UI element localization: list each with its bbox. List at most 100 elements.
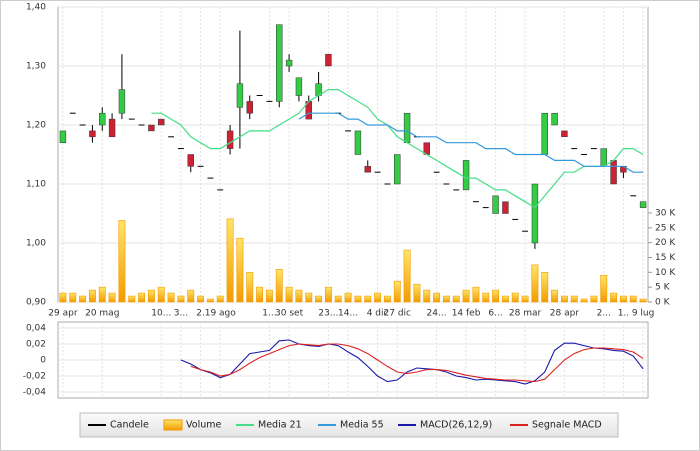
x-tick-label: 28 mar <box>509 309 542 319</box>
candle-body <box>236 83 244 108</box>
candle-body <box>472 201 479 203</box>
candle-body <box>453 189 460 191</box>
candle-body <box>226 130 234 149</box>
volume-bar <box>452 295 460 303</box>
legend-swatch <box>163 419 183 431</box>
candle-body <box>99 112 106 126</box>
volume-bar <box>69 292 77 303</box>
candle-body <box>168 136 175 138</box>
volume-bar <box>157 286 165 303</box>
candle-body <box>630 195 637 197</box>
candle-body <box>512 218 519 220</box>
candle-body <box>354 130 362 155</box>
volume-bar <box>482 292 490 303</box>
candle-body <box>364 166 371 173</box>
indicator-line <box>180 339 644 385</box>
candle-body <box>571 148 578 150</box>
volume-bar <box>374 292 382 303</box>
volume-bar <box>246 272 254 303</box>
moving-average-line <box>298 112 644 173</box>
x-tick-label: 28 apr <box>550 309 580 319</box>
volume-bar <box>138 292 146 303</box>
y2-tick-label: 10 K <box>655 268 676 278</box>
candle-body <box>285 59 293 67</box>
candle-body <box>89 130 96 138</box>
x-tick-label: 2. <box>196 309 205 319</box>
candle-body <box>600 148 607 167</box>
volume-bar <box>610 292 618 303</box>
y-tick-label: 1,00 <box>26 239 46 249</box>
legend-label: Segnale MACD <box>532 420 602 431</box>
legend-label: Media 21 <box>258 420 302 431</box>
y-tick-label: 1,20 <box>26 121 46 131</box>
x-tick-label: 19 ago <box>205 309 237 319</box>
candle-body <box>551 112 558 126</box>
x-tick-label: 23... <box>318 309 338 319</box>
candle-body <box>118 89 126 114</box>
x-tick-label: 30 set <box>275 309 304 319</box>
volume-bar <box>226 218 234 303</box>
volume-bar <box>511 292 519 303</box>
candle-body <box>443 183 450 185</box>
volume-bar <box>619 295 627 303</box>
volume-bar <box>472 286 480 303</box>
volume-bar <box>590 295 598 303</box>
candle-body <box>384 183 391 185</box>
legend-label: Media 55 <box>340 420 384 431</box>
legend-label: MACD(26,12,9) <box>420 420 492 431</box>
candle-body <box>502 201 509 214</box>
candle-body <box>266 100 273 102</box>
volume-bar <box>197 295 205 303</box>
x-tick-label: 2... <box>597 309 611 319</box>
volume-bar <box>580 298 588 303</box>
y-tick-label: -0,04 <box>23 388 47 398</box>
legend-label: Volume <box>186 420 221 431</box>
candle-body <box>177 148 184 150</box>
volume-bar <box>492 289 500 303</box>
volume-bar <box>334 295 342 303</box>
volume-bar <box>315 295 323 303</box>
volume-bar <box>462 289 470 303</box>
y-tick-label: -0,02 <box>23 372 46 382</box>
volume-bar <box>442 295 450 303</box>
volume-bar <box>187 289 195 303</box>
x-tick-label: 14 feb <box>452 309 481 319</box>
x-tick-label: 24... <box>427 309 447 319</box>
candle-body <box>610 160 617 185</box>
candle-body <box>482 207 489 209</box>
candle-body <box>462 160 470 191</box>
x-tick-label: 6... <box>488 309 502 319</box>
candle-body <box>128 118 135 120</box>
x-tick-label: 20 mag <box>85 309 119 319</box>
x-tick-label: 10... <box>151 309 171 319</box>
volume-bar <box>413 283 421 303</box>
candle-body <box>541 112 548 155</box>
volume-bar <box>118 220 126 303</box>
candle-body <box>217 189 224 191</box>
y2-tick-label: 25 K <box>655 223 676 233</box>
x-tick-label: 9 lug <box>632 309 655 319</box>
volume-bar <box>305 292 313 303</box>
volume-bar <box>265 289 273 303</box>
candle-body <box>276 24 283 102</box>
y-tick-label: 0 <box>40 356 46 366</box>
y2-tick-label: 20 K <box>655 238 676 248</box>
y-tick-label: 0,04 <box>26 324 46 334</box>
volume-bar <box>324 286 332 303</box>
x-tick-label: 3... <box>174 309 188 319</box>
candle-body <box>394 154 401 185</box>
volume-bar <box>364 295 372 303</box>
volume-bar <box>108 292 116 303</box>
volume-bar <box>147 289 155 303</box>
candle-body <box>256 95 263 96</box>
indicator-line <box>190 343 644 383</box>
volume-bar <box>177 295 185 303</box>
legend-label: Candele <box>110 420 149 431</box>
candle-body <box>433 171 440 173</box>
volume-bar <box>521 295 529 303</box>
volume-bar <box>59 292 67 303</box>
y-tick-label: 0,90 <box>26 298 46 308</box>
volume-bar <box>403 249 411 303</box>
